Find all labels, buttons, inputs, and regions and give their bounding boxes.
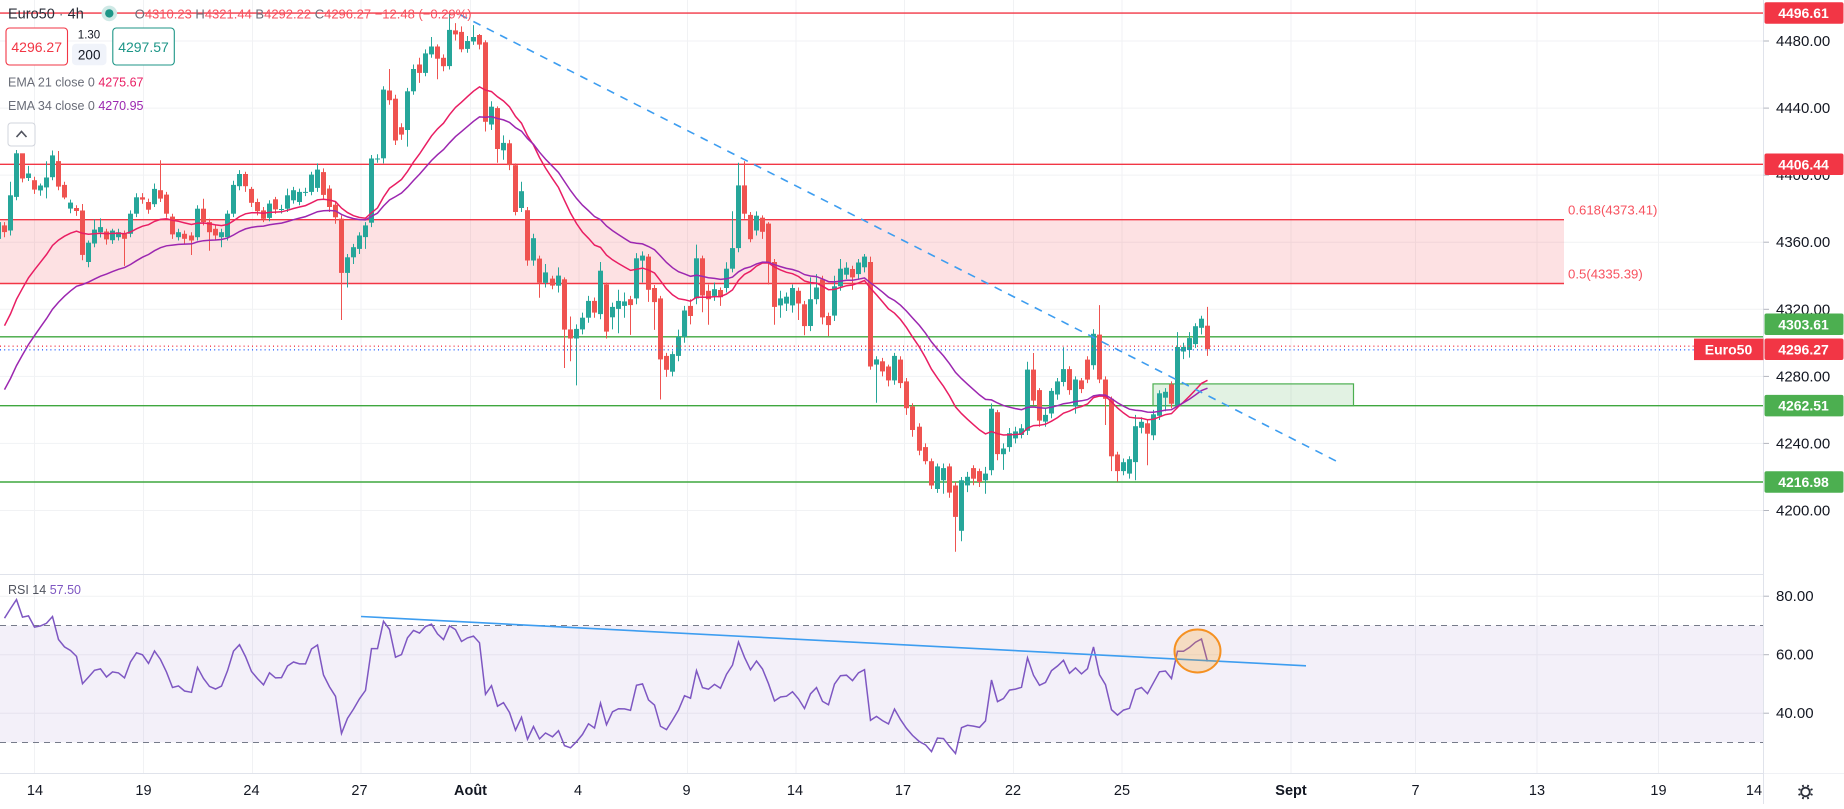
svg-text:4240.00: 4240.00 — [1776, 435, 1830, 452]
svg-text:Sept: Sept — [1275, 783, 1307, 799]
svg-text:4480.00: 4480.00 — [1776, 33, 1830, 50]
svg-text:4496.61: 4496.61 — [1778, 5, 1829, 21]
svg-text:60.00: 60.00 — [1776, 647, 1814, 664]
svg-text:25: 25 — [1114, 783, 1130, 799]
svg-text:4200.00: 4200.00 — [1776, 503, 1830, 520]
svg-text:4406.44: 4406.44 — [1778, 156, 1829, 172]
svg-text:0.5(4335.39): 0.5(4335.39) — [1568, 267, 1643, 282]
svg-text:4296.27: 4296.27 — [1778, 341, 1829, 357]
svg-text:40.00: 40.00 — [1776, 705, 1814, 722]
svg-text:Euro50: Euro50 — [1705, 342, 1753, 358]
svg-text:EMA 21 close 0 4275.67: EMA 21 close 0 4275.67 — [8, 76, 144, 90]
svg-text:22: 22 — [1005, 783, 1021, 799]
svg-text:13: 13 — [1529, 783, 1545, 799]
svg-text:4360.00: 4360.00 — [1776, 234, 1830, 251]
svg-text:Août: Août — [454, 783, 487, 799]
svg-text:4296.27: 4296.27 — [11, 39, 62, 55]
svg-text:1.30: 1.30 — [78, 30, 100, 42]
svg-text:7: 7 — [1411, 783, 1419, 799]
svg-text:17: 17 — [895, 783, 911, 799]
svg-text:4440.00: 4440.00 — [1776, 100, 1830, 117]
svg-text:27: 27 — [351, 783, 367, 799]
svg-text:RSI 14 57.50: RSI 14 57.50 — [8, 583, 81, 597]
svg-text:4262.51: 4262.51 — [1778, 398, 1829, 414]
svg-text:24: 24 — [243, 783, 259, 799]
svg-text:80.00: 80.00 — [1776, 588, 1814, 605]
svg-text:14: 14 — [787, 783, 803, 799]
svg-text:4216.98: 4216.98 — [1778, 474, 1829, 490]
svg-text:EMA 34 close 0 4270.95: EMA 34 close 0 4270.95 — [8, 99, 144, 113]
svg-text:14: 14 — [27, 783, 43, 799]
svg-text:O4310.23 H4321.44 B4292.22 C42: O4310.23 H4321.44 B4292.22 C4296.27 −12.… — [135, 7, 472, 22]
svg-text:9: 9 — [682, 783, 690, 799]
svg-text:Euro50 · 4h: Euro50 · 4h — [8, 7, 84, 23]
svg-text:19: 19 — [135, 783, 151, 799]
svg-text:0.618(4373.41): 0.618(4373.41) — [1568, 203, 1657, 218]
svg-text:19: 19 — [1650, 783, 1666, 799]
svg-text:4303.61: 4303.61 — [1778, 316, 1829, 332]
svg-text:4297.57: 4297.57 — [118, 39, 169, 55]
svg-text:4: 4 — [574, 783, 582, 799]
svg-text:200: 200 — [78, 48, 101, 63]
svg-text:4280.00: 4280.00 — [1776, 368, 1830, 385]
svg-text:14: 14 — [1746, 783, 1762, 799]
